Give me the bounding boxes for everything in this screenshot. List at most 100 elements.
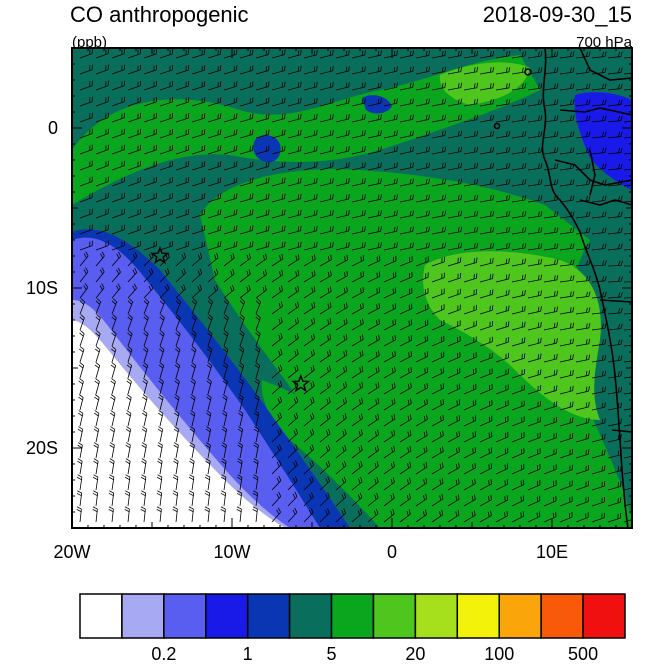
- wind-barb: [223, 330, 229, 347]
- wind-barb: [623, 360, 632, 363]
- wind-barb: [431, 383, 445, 395]
- wind-barb: [399, 242, 414, 251]
- wind-barb: [253, 426, 260, 443]
- wind-barb: [335, 82, 350, 91]
- wind-barb: [575, 67, 591, 75]
- wind-barb: [431, 288, 445, 299]
- wind-barb: [126, 362, 133, 379]
- wind-barb: [319, 161, 334, 171]
- wind-barb: [207, 129, 222, 139]
- wind-barb: [303, 129, 318, 139]
- wind-barb: [111, 192, 125, 203]
- wind-barb: [447, 98, 463, 107]
- wind-barb: [207, 284, 219, 299]
- wind-barb: [351, 271, 364, 283]
- wind-barb: [175, 209, 190, 219]
- wind-barb: [111, 224, 125, 235]
- wind-barb: [559, 195, 575, 203]
- wind-barb: [189, 442, 195, 459]
- wind-barb: [207, 81, 222, 91]
- wind-barb: [527, 131, 543, 139]
- colorbar-swatch: [163, 593, 207, 639]
- wind-barb: [431, 367, 445, 379]
- wind-barb: [77, 458, 83, 475]
- wind-barb: [92, 474, 99, 491]
- wind-barb: [335, 318, 348, 331]
- low-co-patch-3: [574, 92, 632, 190]
- wind-barb: [173, 426, 180, 443]
- wind-barb: [319, 397, 331, 411]
- wind-barb: [143, 330, 149, 347]
- wind-barb: [287, 269, 300, 283]
- wind-barb: [287, 49, 302, 59]
- wind-barb: [575, 227, 591, 235]
- wind-barb: [271, 507, 281, 523]
- wind-barb: [415, 477, 428, 491]
- wind-barb: [223, 81, 238, 91]
- wind-barb: [79, 96, 93, 107]
- wind-barb: [431, 272, 445, 283]
- wind-barb: [125, 410, 132, 427]
- wind-barb: [399, 445, 412, 459]
- wind-barb: [415, 50, 431, 59]
- wind-barb: [126, 378, 132, 395]
- colorbar-label: 5: [327, 644, 337, 664]
- wind-barb: [511, 368, 526, 379]
- wind-barb: [479, 194, 495, 203]
- wind-barb: [95, 144, 109, 155]
- wind-barb: [76, 474, 83, 491]
- wind-barb: [351, 162, 366, 171]
- wind-barb: [447, 66, 463, 75]
- wind-barb: [252, 506, 258, 523]
- wind-barb: [543, 417, 558, 427]
- wind-barb: [303, 333, 316, 347]
- wind-barb: [191, 314, 197, 331]
- wind-barb: [159, 241, 174, 251]
- wind-barb: [159, 97, 174, 107]
- wind-barb: [351, 476, 363, 491]
- wind-barb: [367, 350, 380, 363]
- wind-barb: [431, 478, 444, 491]
- wind-barb: [447, 415, 461, 427]
- wind-barb: [159, 284, 170, 299]
- wind-barb: [335, 178, 350, 187]
- wind-barb: [175, 252, 187, 267]
- wind-barb: [383, 398, 396, 411]
- wind-barb: [463, 447, 476, 459]
- colorbar-swatch: [498, 593, 542, 639]
- wind-barb: [79, 176, 93, 187]
- wind-barb: [79, 224, 93, 235]
- wind-barb: [191, 65, 206, 75]
- wind-barb: [495, 321, 510, 331]
- wind-barb: [367, 429, 380, 443]
- wind-barb: [271, 145, 286, 155]
- wind-barb: [159, 314, 165, 331]
- wind-barb: [110, 362, 117, 379]
- wind-barb: [127, 283, 137, 299]
- wind-barb: [431, 226, 447, 235]
- wind-barb: [124, 506, 130, 523]
- wind-barb: [255, 241, 270, 251]
- wind-barb: [271, 317, 283, 331]
- wind-barb: [110, 394, 116, 411]
- wind-barb: [159, 330, 165, 347]
- colorbar-swatch: [79, 593, 123, 639]
- wind-barb: [447, 82, 463, 91]
- wind-barb: [607, 276, 623, 283]
- wind-barb: [511, 321, 526, 331]
- wind-barb: [319, 286, 332, 299]
- wind-barb: [463, 146, 479, 155]
- wind-barb: [527, 211, 543, 219]
- wind-barb: [543, 401, 558, 411]
- wind-barb: [303, 97, 318, 107]
- wind-barb: [207, 330, 213, 347]
- wind-barb: [575, 496, 589, 507]
- wind-barb: [495, 162, 511, 171]
- wind-barb: [431, 462, 444, 475]
- wind-barb: [221, 458, 227, 475]
- wind-barb: [175, 177, 190, 187]
- star-north-marker: [150, 245, 170, 265]
- wind-barb: [559, 385, 574, 395]
- wind-barb: [479, 431, 493, 443]
- wind-barb: [415, 130, 431, 139]
